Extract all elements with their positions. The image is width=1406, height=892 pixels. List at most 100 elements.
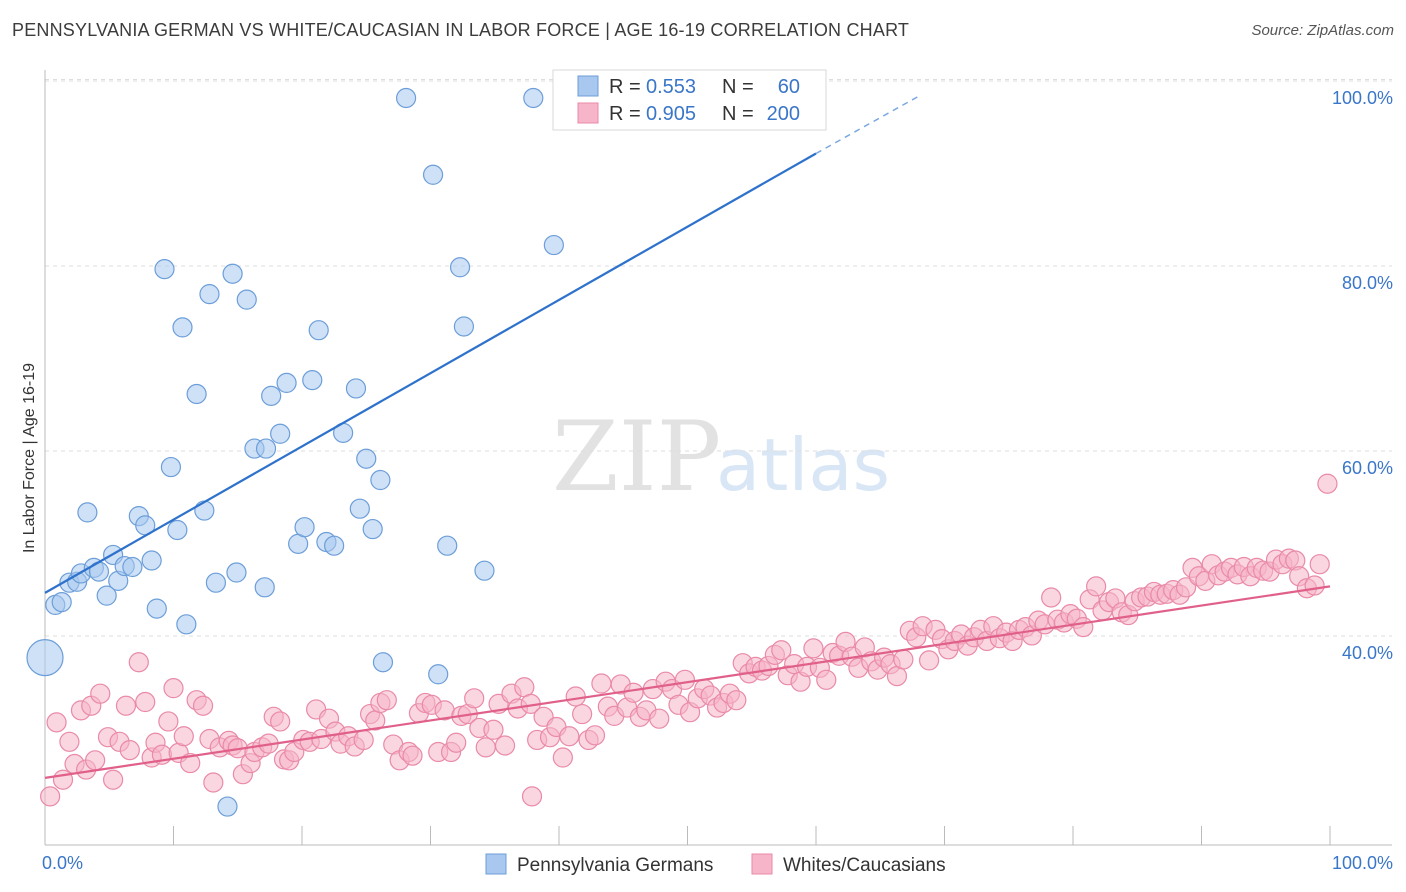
blue-point-34 <box>261 385 282 406</box>
series-pennsylvania-germans <box>26 87 788 817</box>
trend-line-pink <box>44 585 1331 779</box>
watermark-zip: ZIP <box>552 401 721 513</box>
watermark-atlas: atlas <box>716 423 890 507</box>
blue-point-0 <box>26 639 64 677</box>
pink-point-67 <box>446 732 467 753</box>
pink-point-142 <box>918 650 940 671</box>
blue-point-40 <box>308 320 329 341</box>
blue-point-17 <box>146 598 167 619</box>
y-tick-label-0: 40.0% <box>1342 643 1393 663</box>
pink-point-9 <box>90 683 111 704</box>
blue-point-39 <box>302 370 323 391</box>
blue-point-6 <box>77 502 98 523</box>
pink-point-75 <box>494 735 516 756</box>
pink-point-28 <box>203 772 224 793</box>
blue-point-49 <box>372 652 394 673</box>
legend-r-value-blue: 0.553 <box>646 76 696 98</box>
pink-point-86 <box>559 726 580 747</box>
blue-point-32 <box>254 577 275 598</box>
blue-point-24 <box>194 500 215 521</box>
blue-point-27 <box>217 796 238 817</box>
trend-lines <box>44 95 1331 779</box>
pink-point-15 <box>128 652 149 673</box>
pink-point-13 <box>115 695 137 716</box>
blue-point-25 <box>199 284 220 305</box>
bottom-legend-swatch-pink <box>751 853 773 875</box>
trend-line-blue-extension <box>815 95 920 155</box>
pink-point-24 <box>180 752 201 774</box>
watermark: ZIP atlas <box>552 401 890 513</box>
pink-point-73 <box>483 719 504 740</box>
blue-point-47 <box>362 518 383 540</box>
blue-point-20 <box>167 519 188 541</box>
blue-point-30 <box>236 289 257 310</box>
blue-point-46 <box>356 448 377 469</box>
pink-point-100 <box>649 708 670 729</box>
pink-point-0 <box>40 786 61 807</box>
pink-point-72 <box>475 737 496 758</box>
x-tick-label-left: 0.0% <box>42 853 83 873</box>
pink-point-26 <box>192 695 214 716</box>
blue-point-22 <box>176 614 197 635</box>
bottom-legend-label-blue: Pennsylvania Germans <box>517 855 713 876</box>
blue-point-51 <box>422 164 444 185</box>
blue-point-45 <box>349 498 370 519</box>
bottom-legend-label-pink: Whites/Caucasians <box>783 855 946 876</box>
pink-point-11 <box>103 769 124 790</box>
blue-point-54 <box>449 257 471 278</box>
blue-point-2 <box>51 592 72 613</box>
blue-point-33 <box>255 438 277 459</box>
blue-point-16 <box>141 550 162 571</box>
grid <box>45 79 1392 637</box>
pink-point-161 <box>1041 587 1062 608</box>
blue-point-57 <box>523 87 544 109</box>
blue-point-48 <box>370 469 391 491</box>
pink-point-91 <box>591 673 612 694</box>
y-tick-labels: 40.0% 60.0% 80.0% 100.0% <box>1332 88 1393 663</box>
pink-point-80 <box>521 786 543 807</box>
x-tick-label-right: 100.0% <box>1332 853 1393 873</box>
blue-point-58 <box>543 234 564 256</box>
pink-point-56 <box>376 690 397 711</box>
legend-n-value-pink: 200 <box>767 103 800 125</box>
pink-point-138 <box>893 649 914 670</box>
legend-n-label-pink: N = <box>722 103 754 125</box>
legend-n-value-blue: 60 <box>778 76 800 98</box>
legend-r-label-blue: R = <box>609 76 641 98</box>
blue-point-42 <box>324 535 345 556</box>
blue-point-44 <box>345 378 367 399</box>
pink-point-96 <box>623 682 644 703</box>
trend-line-blue <box>44 152 817 594</box>
blue-point-26 <box>205 572 227 593</box>
top-legend: R = 0.553 N = 60 R = 0.905 N = 200 <box>552 69 827 131</box>
blue-point-55 <box>453 316 475 337</box>
pink-point-3 <box>59 731 80 752</box>
y-axis-title: In Labor Force | Age 16-19 <box>21 363 38 553</box>
blue-point-29 <box>226 562 247 583</box>
pink-point-14 <box>119 740 140 761</box>
pink-point-112 <box>726 690 747 711</box>
pink-point-203 <box>1309 554 1330 575</box>
pink-point-204 <box>1317 473 1338 494</box>
pink-point-182 <box>1175 577 1197 598</box>
pink-point-202 <box>1304 575 1325 596</box>
pink-point-8 <box>85 750 106 771</box>
blue-point-23 <box>186 383 207 405</box>
blue-point-18 <box>154 259 175 280</box>
blue-point-21 <box>172 317 193 338</box>
blue-point-56 <box>474 560 495 581</box>
bottom-legend: Pennsylvania Germans Whites/Caucasians <box>485 853 946 876</box>
pink-point-23 <box>173 726 194 747</box>
legend-swatch-blue <box>577 75 599 97</box>
legend-r-label-pink: R = <box>609 103 641 125</box>
pink-point-104 <box>674 669 696 690</box>
legend-r-value-pink: 0.905 <box>646 103 696 125</box>
pink-point-70 <box>464 688 485 709</box>
pink-point-21 <box>163 678 184 699</box>
legend-n-label-blue: N = <box>722 76 754 98</box>
pink-point-126 <box>816 669 837 690</box>
y-tick-label-1: 60.0% <box>1342 458 1393 478</box>
y-tick-label-2: 80.0% <box>1342 273 1393 293</box>
blue-point-52 <box>428 664 449 685</box>
